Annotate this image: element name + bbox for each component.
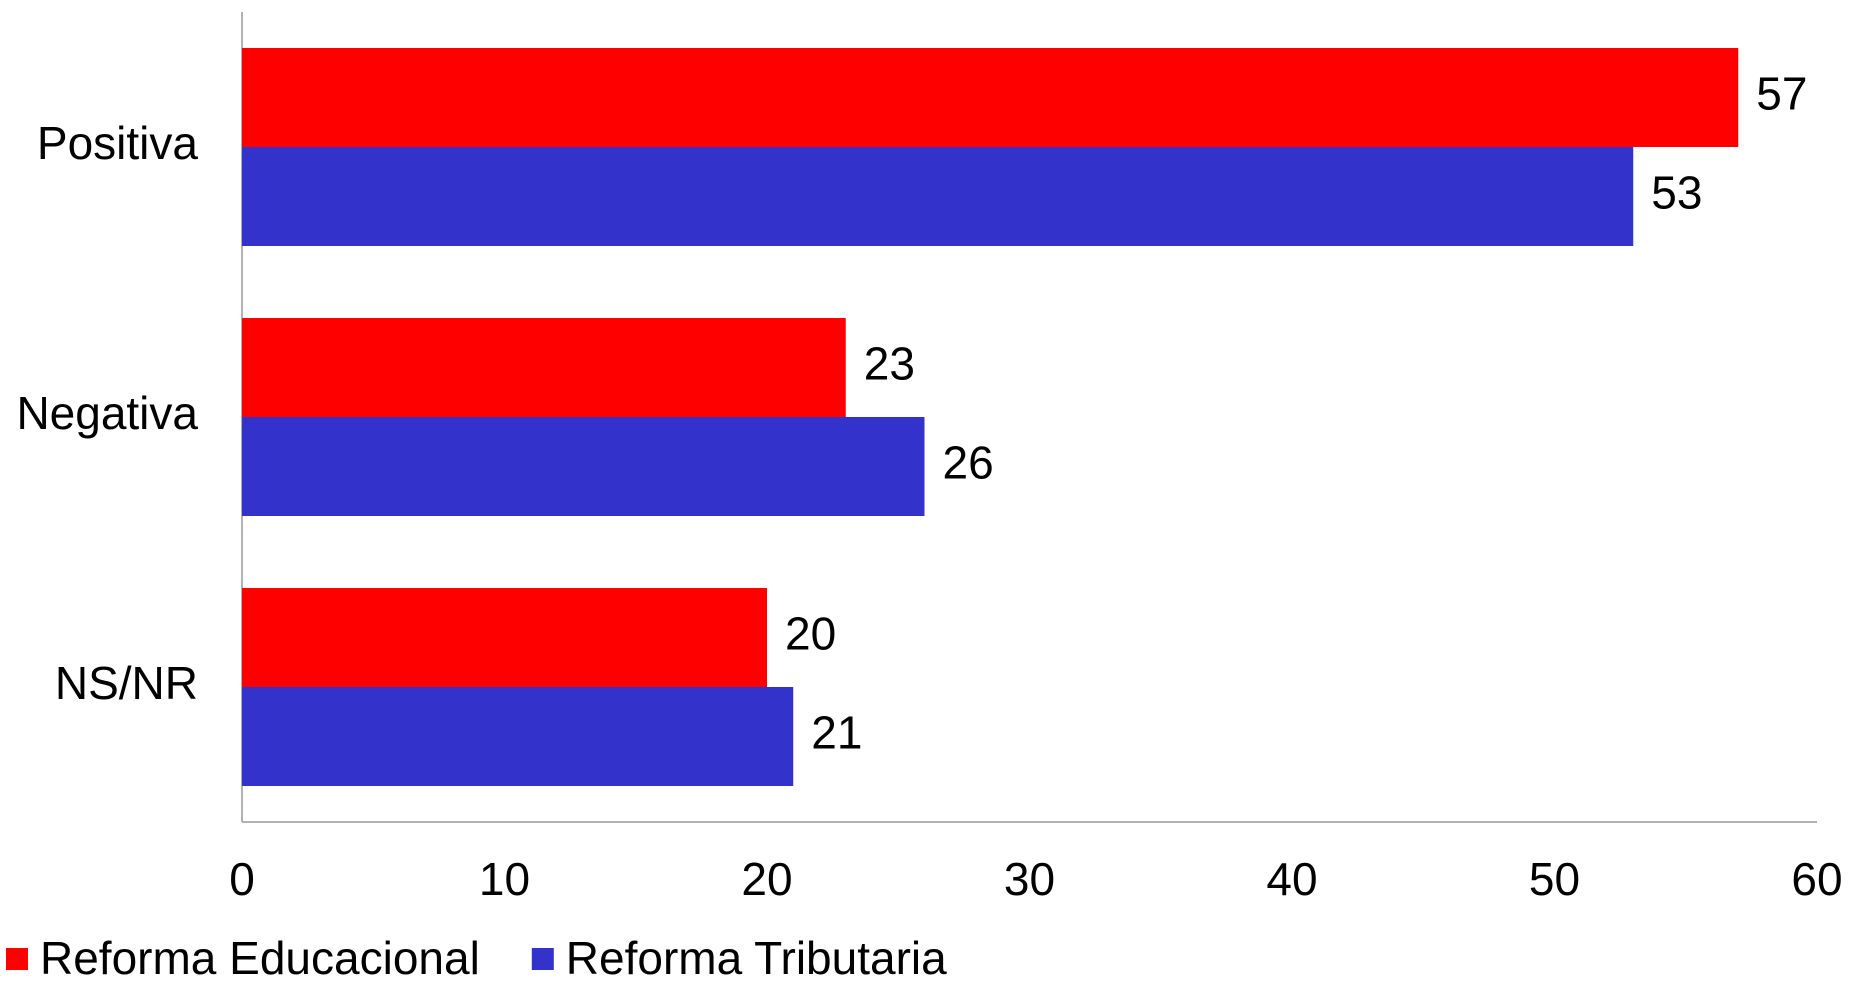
bar xyxy=(242,318,846,417)
x-tick-label: 10 xyxy=(479,853,530,905)
y-tick-label: Negativa xyxy=(16,387,198,439)
value-label: 26 xyxy=(943,437,994,489)
legend-label: Reforma Tributaria xyxy=(566,932,947,984)
y-tick-label: Positiva xyxy=(37,117,198,169)
legend-swatch xyxy=(6,948,28,970)
bar xyxy=(242,588,767,687)
x-tick-label: 40 xyxy=(1266,853,1317,905)
legend-label: Reforma Educacional xyxy=(40,932,480,984)
y-tick-label: NS/NR xyxy=(55,657,198,709)
value-label: 21 xyxy=(811,707,862,759)
x-tick-label: 30 xyxy=(1004,853,1055,905)
bar xyxy=(242,417,925,516)
x-tick-label: 50 xyxy=(1529,853,1580,905)
x-tick-label: 20 xyxy=(741,853,792,905)
value-label: 53 xyxy=(1651,167,1702,219)
value-label: 23 xyxy=(864,338,915,390)
bar xyxy=(242,48,1739,147)
x-tick-label: 60 xyxy=(1791,853,1842,905)
legend-swatch xyxy=(531,948,554,970)
x-tick-label: 0 xyxy=(229,853,255,905)
value-label: 57 xyxy=(1756,68,1807,120)
bar xyxy=(242,147,1634,246)
bar xyxy=(242,687,794,786)
value-label: 20 xyxy=(785,608,836,660)
